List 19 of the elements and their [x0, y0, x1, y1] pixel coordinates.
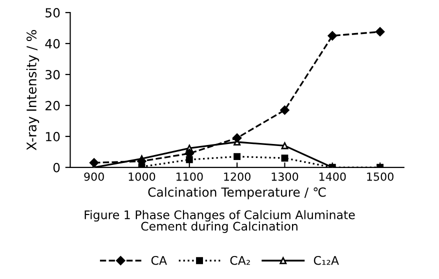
y-tick-label: 10	[46, 132, 60, 142]
x-tick-label: 1100	[176, 172, 203, 181]
legend-label: C₁₂A	[314, 256, 339, 265]
y-tick-label: 50	[46, 8, 60, 18]
y-tick-label: 0	[53, 162, 60, 172]
y-tick-label: 20	[46, 100, 60, 110]
x-tick-label: 900	[84, 172, 104, 181]
y-axis-title: X-ray Intensity / %	[26, 30, 40, 150]
x-tick-label: 1200	[224, 172, 250, 181]
x-axis-title: Calcination Temperature / ℃	[148, 187, 326, 200]
x-tick-label: 1300	[272, 172, 298, 181]
legend-label: CA	[151, 256, 167, 265]
y-tick-label: 30	[46, 70, 60, 80]
y-tick-label: 40	[45, 38, 60, 48]
text: Figure 1 Phase Changes of Calcium Aluminate Cement during Calcination	[84, 210, 355, 233]
legend-label: CA₂	[230, 256, 250, 265]
x-tick-label: 1000	[128, 172, 156, 181]
x-tick-label: 1400	[319, 172, 346, 181]
x-tick-label: 1500	[367, 172, 394, 181]
